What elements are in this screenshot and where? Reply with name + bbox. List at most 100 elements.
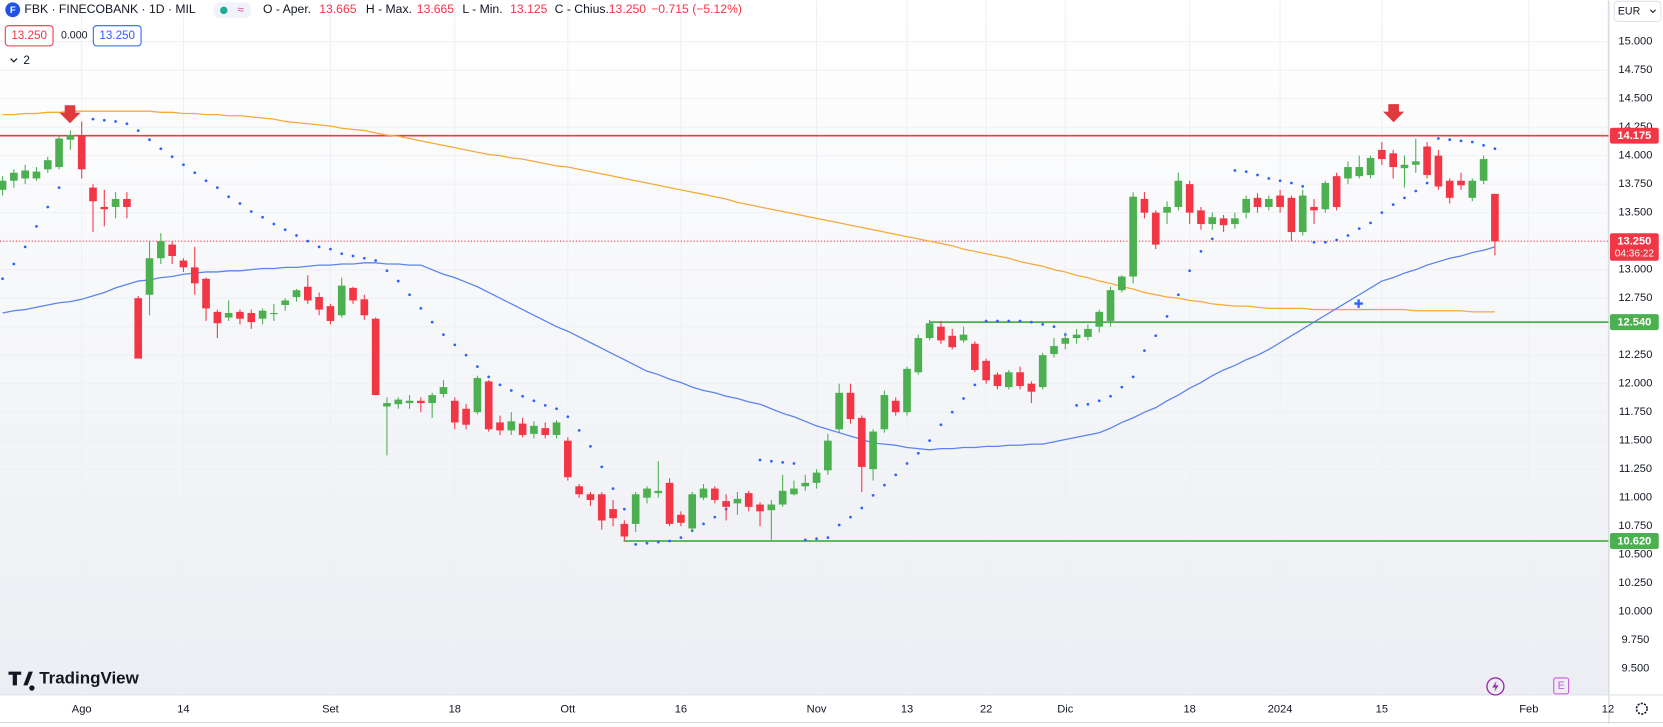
brand-logo [8,671,35,691]
sar-dot [1470,140,1474,144]
candle-body [654,490,663,494]
candle-body [677,514,685,523]
sar-dot [351,254,355,258]
moving-average [2,110,1495,313]
sar-dot [1403,196,1406,200]
sar-dot [1029,320,1033,324]
sar-dot [1323,240,1327,244]
sar-dot [860,506,864,510]
sar-dot [1131,375,1135,379]
sar-dot [1120,385,1124,389]
candle-body [1298,195,1307,233]
candle-body [1411,161,1420,165]
candle-body [1253,197,1262,207]
candle-body [473,377,482,413]
x-tick-label: 13 [901,704,913,716]
status-pill[interactable] [213,2,252,19]
sar-dot [645,541,649,545]
candle-body [371,318,380,396]
buy-box[interactable] [92,25,142,47]
candle-body [89,187,97,202]
sar-dot [939,423,943,427]
x-tick-label: 12 [1602,704,1614,716]
level-badge [1609,314,1659,331]
sar-dot [12,262,16,266]
candle-body [1140,198,1149,213]
candle-body [1208,217,1217,225]
sar-dot [374,259,378,262]
earnings-icon[interactable] [1553,677,1570,695]
candle-body [1231,218,1239,225]
candle-body [1457,180,1465,186]
candle-body [959,334,968,341]
y-tick-label: 15.000 [1618,36,1652,48]
event-icon[interactable] [1486,677,1505,696]
sell-box[interactable] [4,25,54,47]
sar-dot [1482,144,1485,147]
high-label: H - Max. [366,2,412,16]
sar-dot [679,536,683,539]
sar-dot [566,415,570,419]
candle-body [281,300,290,306]
sar-dot [1086,402,1090,406]
candle-body [213,311,222,324]
sar-dot [1335,238,1339,242]
change: −0.715 (−5.12%) [651,2,742,16]
symbol[interactable]: FBK · FINECOBANK · 1D · MIL [24,2,196,16]
candle-body [597,494,606,521]
x-tick-label: Ago [72,704,92,716]
symbol-logo [5,2,21,18]
sar-dot [57,186,61,189]
candle-body [767,504,776,511]
candle-body [326,306,335,321]
sar-dot [826,536,830,539]
candle-body [1004,372,1013,388]
sar-dot [227,195,231,199]
y-tick-label: 11.500 [1619,435,1652,447]
candle-body [43,160,52,170]
brand: TradingView [39,669,139,688]
candle-body [1468,180,1477,198]
sar-dot [114,120,117,123]
sar-dot [1052,325,1056,329]
candle-body [1151,212,1160,245]
settings[interactable] [1635,702,1648,715]
sar-dot [611,487,615,490]
sar-dot [125,122,129,126]
candle-body [993,374,1002,386]
sar-dot [498,383,502,387]
sar-dot [136,129,140,132]
sar-dot [442,333,445,337]
signal-arrow [59,105,81,124]
sar-dot [306,239,310,243]
candle-body [541,428,550,435]
indicators-toggle[interactable] [10,58,18,63]
level-badge-label: 12.540 [1617,317,1651,329]
level-badge-label: 14.175 [1617,130,1651,142]
sar-dot [1007,319,1011,323]
candle-body [484,381,493,430]
level-badge-label: 10.620 [1617,535,1651,547]
sar-dot [1290,181,1293,185]
candle-body [688,494,697,529]
sar-dot [509,389,513,392]
candle-body [1061,338,1070,344]
sar-dot [849,515,852,519]
event-icon-bolt [1492,681,1499,692]
plot-background [0,0,1609,695]
sar-dot [769,459,773,463]
y-tick-label: 10.500 [1618,549,1652,561]
level-badge [1609,533,1659,549]
candle-body [202,278,210,309]
candle-body [1389,153,1397,168]
candle-body [564,440,572,478]
candle-body [530,425,538,434]
sar-dot [668,539,671,543]
sar-dot [950,410,954,414]
candle-body [1310,206,1318,211]
y-tick-label: 13.750 [1618,178,1652,190]
currency-button[interactable] [1613,0,1662,22]
sar-dot [622,507,626,511]
candle-body [1423,146,1431,176]
